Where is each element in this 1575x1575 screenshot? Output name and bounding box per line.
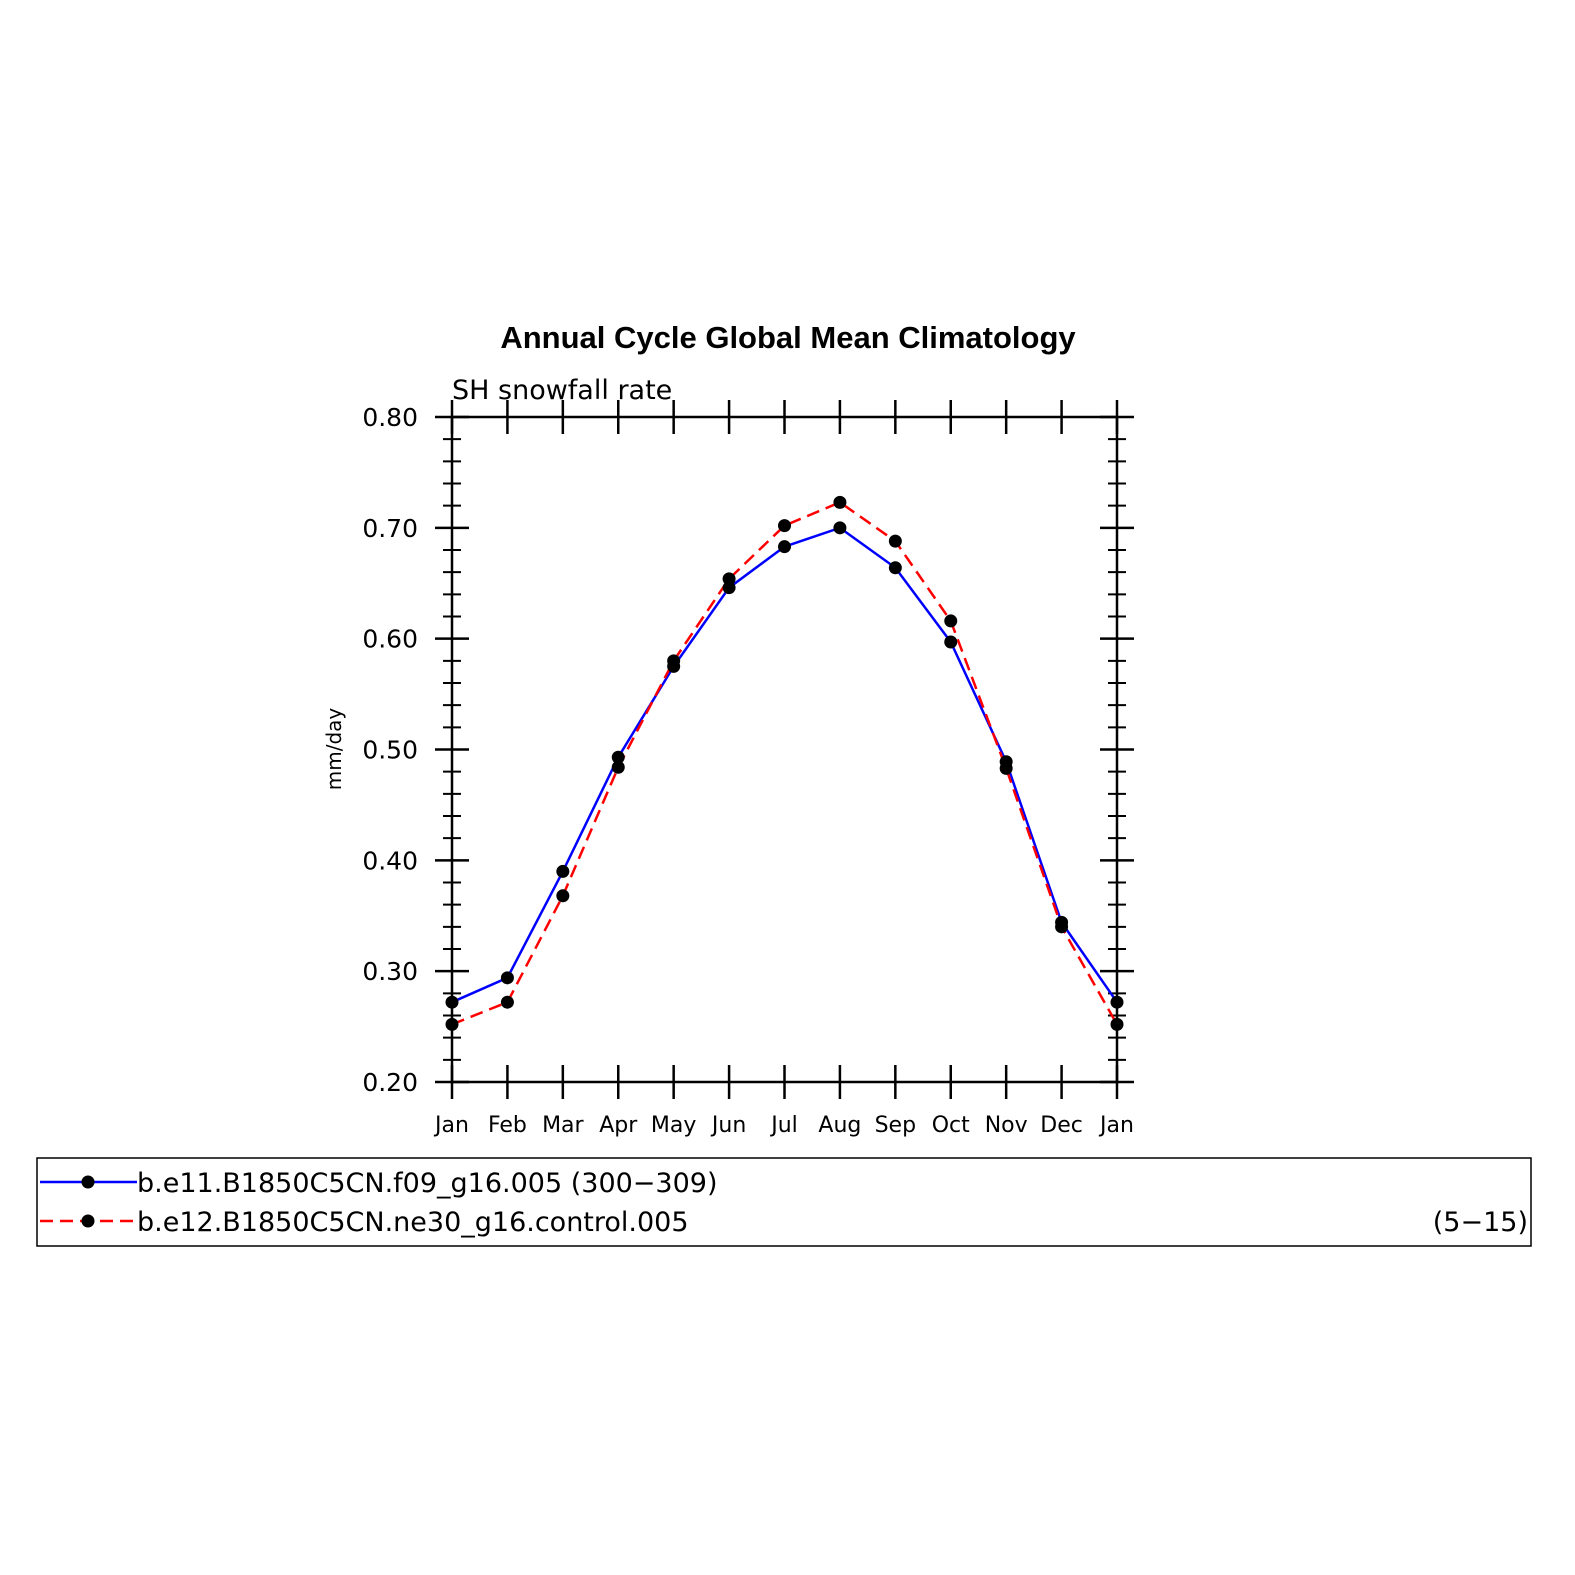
x-tick-label: Feb — [488, 1113, 527, 1138]
series-line-2 — [451, 500, 1119, 1026]
legend-label-1: b.e11.B1850C5CN.f09_g16.005 (300−309) — [137, 1168, 718, 1199]
series-2-point — [500, 995, 514, 1009]
y-tick-label: 0.40 — [362, 846, 418, 875]
x-tick-label: Jan — [1098, 1113, 1134, 1138]
legend: b.e11.B1850C5CN.f09_g16.005 (300−309) b.e… — [36, 1157, 1532, 1247]
series-1-point — [944, 635, 958, 649]
legend-suffix-2: (5−15) — [1433, 1207, 1528, 1238]
y-axis-label: mm/day — [322, 708, 346, 791]
y-tick-label: 0.30 — [362, 957, 418, 986]
x-tick-label: Sep — [875, 1113, 916, 1138]
series-1-point — [556, 864, 570, 878]
x-tick-label: Oct — [932, 1113, 970, 1138]
series-1-point — [611, 750, 625, 764]
x-tick-label: Nov — [985, 1113, 1028, 1138]
y-tick-label: 0.80 — [362, 403, 418, 432]
chart-title: Annual Cycle Global Mean Climatology — [500, 320, 1076, 355]
series-layer — [445, 495, 1124, 1031]
series-2-point — [556, 889, 570, 903]
series-2-point — [1055, 920, 1069, 934]
series-2-point — [667, 654, 681, 668]
x-tick-label: Jul — [769, 1113, 798, 1138]
series-2-point — [778, 519, 791, 533]
legend-box — [36, 1157, 1532, 1247]
y-tick-label: 0.70 — [362, 514, 418, 543]
series-1-point — [1110, 995, 1124, 1009]
y-tick-label: 0.20 — [362, 1068, 418, 1097]
legend-label-2: b.e12.B1850C5CN.ne30_g16.control.005 — [137, 1207, 689, 1238]
legend-marker-1 — [81, 1175, 95, 1189]
y-tick-label: 0.60 — [362, 625, 418, 654]
series-2-point — [833, 495, 847, 509]
x-tick-label: May — [651, 1113, 696, 1138]
x-tick-label: Aug — [818, 1113, 861, 1138]
series-2-point — [611, 760, 625, 774]
series-1-point — [445, 995, 459, 1009]
x-tick-label: Dec — [1040, 1113, 1083, 1138]
series-2-point — [445, 1017, 459, 1031]
legend-marker-2 — [81, 1214, 95, 1228]
series-1-point — [500, 971, 514, 985]
series-1-point — [833, 521, 847, 535]
series-2-point — [722, 572, 736, 586]
plot-frame — [450, 415, 1119, 1084]
x-tick-label: Jun — [710, 1113, 746, 1138]
series-2-point — [944, 614, 958, 628]
series-1-point — [888, 561, 902, 575]
x-tick-label: Mar — [542, 1113, 584, 1138]
series-line-1 — [451, 526, 1119, 1004]
x-tick-label: Apr — [599, 1113, 638, 1138]
x-tick-label: Jan — [433, 1113, 469, 1138]
series-2-point — [1110, 1017, 1124, 1031]
series-2-point — [888, 534, 902, 548]
y-tick-label: 0.50 — [362, 736, 418, 765]
series-2-point — [999, 761, 1013, 775]
series-1-point — [778, 540, 791, 554]
plot-axes: 0.20 0.30 0.40 0.50 0.60 0.70 0.80 Jan Feb Mar Apr… — [362, 400, 1134, 1138]
